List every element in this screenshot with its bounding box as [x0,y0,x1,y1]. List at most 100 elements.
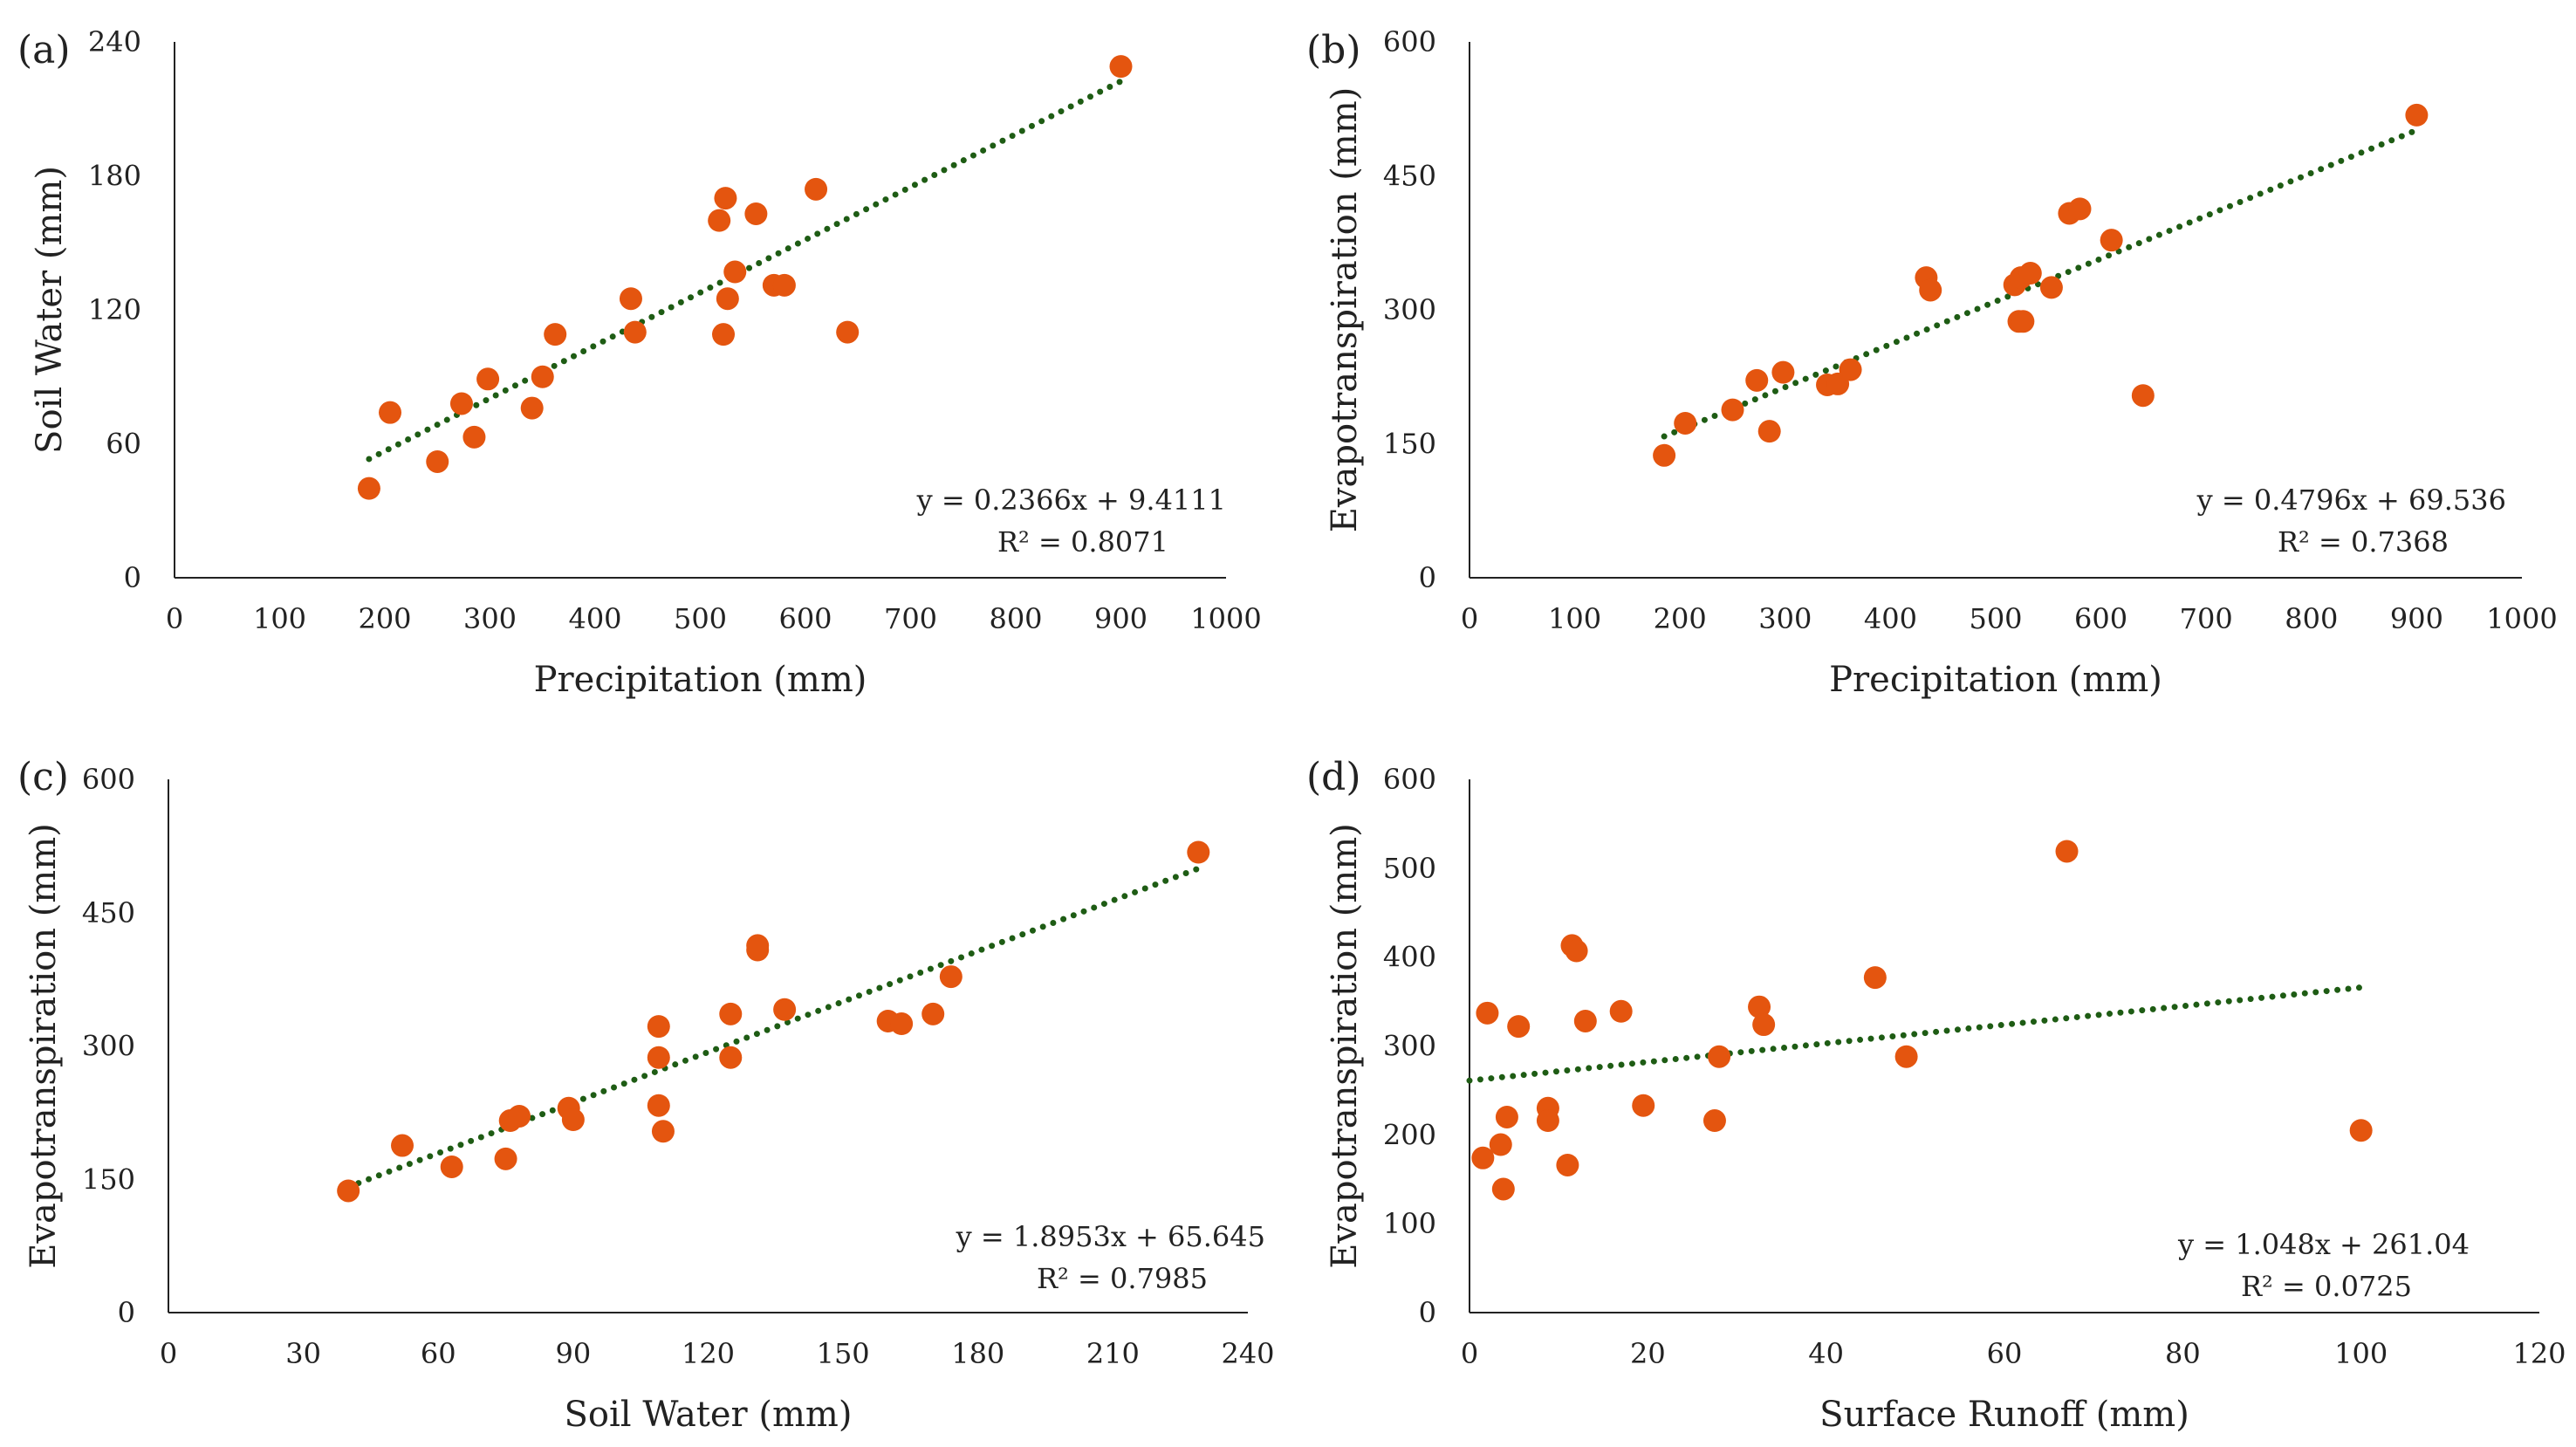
data-point [805,177,828,201]
data-point [1674,411,1697,435]
data-point [1702,1109,1726,1133]
data-point [708,209,731,232]
y-tick-label: 200 [1383,1118,1436,1151]
x-tick-label: 0 [160,1337,177,1370]
trendline [1661,127,2420,440]
data-point [939,965,963,989]
data-point [1752,1013,1776,1037]
data-point [921,1002,945,1025]
y-tick-label: 0 [118,1296,135,1329]
data-point [1491,1177,1515,1201]
data-point [619,287,642,311]
data-point [651,1120,675,1143]
data-point [337,1179,360,1203]
data-point [719,1002,743,1025]
y-axis-title: Evapotranspiration (mm) [24,823,64,1269]
data-point [647,1094,670,1117]
x-tick-label: 300 [463,602,517,635]
data-point [544,323,567,346]
data-point [561,1108,585,1132]
x-tick-label: 400 [568,602,621,635]
chart-panel-4: (d) 0 100 200 300 400 500 600 0 20 40 60 80 100 120 Sur… [1306,755,2566,1435]
y-tick-label: 450 [82,896,135,929]
data-point [426,449,449,473]
data-point [746,938,770,962]
data-point [1471,1146,1495,1169]
data-point [1748,995,1771,1018]
data-point [1476,1001,1499,1025]
data-point [744,202,768,225]
trendline [345,865,1202,1190]
x-tick-label: 600 [2074,602,2127,635]
y-tick-label: 300 [1383,1030,1436,1063]
data-point [836,320,860,344]
y-tick-label: 600 [1383,763,1436,796]
x-tick-label: 100 [2334,1337,2388,1370]
x-tick-label: 1000 [2486,602,2557,635]
data-point [1109,55,1133,79]
data-point [1565,939,1588,963]
y-tick-label: 240 [88,25,141,58]
data-point [1721,398,1744,422]
y-tick-label: 150 [1383,428,1436,461]
chart-panel-1: (a) 0 60 120 180 240 0 100 200 300 400 500 600 700 800… [17,25,1262,700]
regression-equation: y = 0.4796x + 69.536 [2196,483,2506,517]
data-point [440,1155,463,1178]
data-point [1489,1133,1512,1156]
x-tick-label: 120 [682,1337,735,1370]
data-point [1894,1045,1918,1068]
data-point [449,392,473,415]
data-point [2018,262,2042,285]
y-tick-label: 100 [1383,1207,1436,1240]
chart-panel-2: (b) 0 150 300 450 600 0 100 200 300 400 500 600 700 80… [1306,25,2558,700]
y-tick-label: 400 [1383,941,1436,974]
x-tick-label: 0 [1461,1337,1478,1370]
r-squared: R² = 0.8071 [997,525,1168,559]
x-tick-label: 150 [817,1337,870,1370]
x-tick-label: 60 [421,1337,456,1370]
x-axis-title: Surface Runoff (mm) [1819,1395,2189,1435]
y-tick-label: 500 [1383,852,1436,885]
x-tick-label: 100 [253,602,306,635]
x-tick-label: 60 [1987,1337,2023,1370]
regression-equation: y = 0.2366x + 9.4111 [916,483,1226,517]
data-point [462,425,486,449]
data-point [2055,840,2079,863]
data-point [1609,999,1633,1023]
x-tick-label: 500 [1969,602,2022,635]
x-tick-label: 900 [2390,602,2443,635]
data-point [719,1046,743,1069]
x-tick-label: 40 [1808,1337,1844,1370]
data-point [716,287,739,311]
data-point [712,323,736,346]
x-tick-label: 800 [989,602,1042,635]
x-tick-label: 20 [1630,1337,1666,1370]
x-tick-label: 100 [1548,602,1601,635]
data-point [773,998,797,1021]
x-tick-label: 200 [1654,602,1707,635]
x-tick-label: 90 [556,1337,592,1370]
data-point [1919,278,1942,302]
regression-equation: y = 1.048x + 261.04 [2177,1228,2470,1261]
data-point [494,1147,517,1170]
data-point [1573,1009,1597,1032]
y-tick-label: 180 [88,160,141,193]
x-tick-label: 210 [1086,1337,1140,1370]
data-point [391,1134,414,1157]
r-squared: R² = 0.0725 [2241,1270,2412,1303]
panel-label: (a) [17,28,71,72]
data-point [520,396,544,420]
y-tick-label: 300 [82,1030,135,1063]
data-point [647,1015,670,1039]
x-tick-label: 400 [1864,602,1917,635]
y-tick-label: 600 [82,763,135,796]
x-axis-title: Precipitation (mm) [1829,660,2162,700]
regression-equation: y = 1.8953x + 65.645 [956,1220,1265,1253]
r-squared: R² = 0.7368 [2278,525,2449,559]
x-tick-label: 800 [2285,602,2338,635]
data-point [357,477,380,500]
data-point [476,367,500,391]
x-tick-label: 200 [358,602,411,635]
y-tick-label: 450 [1383,160,1436,193]
x-tick-label: 900 [1094,602,1148,635]
